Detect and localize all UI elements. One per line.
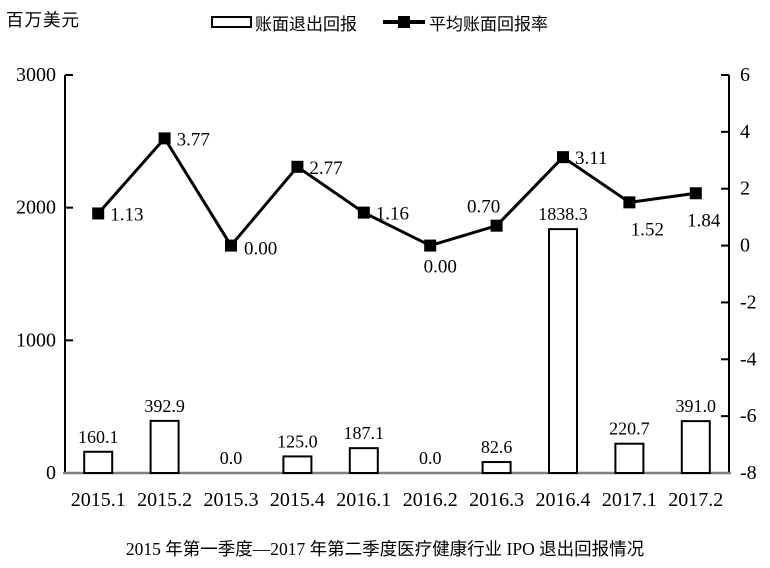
- x-axis-category-label: 2016.1: [336, 489, 391, 511]
- x-axis-category-label: 2016.3: [469, 489, 524, 511]
- right-axis-tick-label: -2: [740, 291, 757, 313]
- line-point-marker: [623, 196, 636, 209]
- bar-value-label: 187.1: [344, 423, 385, 443]
- left-axis-tick-label: 2000: [16, 197, 56, 219]
- bar: [149, 419, 180, 475]
- line-point-label: 2.77: [309, 158, 342, 179]
- line-point-label: 0.70: [467, 197, 500, 218]
- line-point-label: 0.00: [424, 257, 457, 278]
- line-point-marker: [291, 160, 304, 173]
- right-axis-tick-label: 4: [740, 121, 750, 143]
- line-point-marker: [225, 239, 237, 252]
- line-point-marker: [424, 239, 437, 252]
- line-point-marker: [158, 132, 171, 145]
- left-axis-tick-label: 0: [46, 462, 56, 484]
- x-axis-category-label: 2016.4: [536, 489, 591, 511]
- legend-item-line-series: 平均账面回报率: [383, 10, 548, 35]
- legend-item-bar-series: 账面退出回报: [211, 10, 357, 35]
- right-axis-tick-label: -8: [740, 462, 757, 484]
- bar: [481, 461, 512, 475]
- bar: [680, 420, 711, 474]
- line-point-marker: [490, 219, 503, 232]
- x-axis-category-label: 2015.3: [204, 489, 259, 511]
- legend-label-line-series: 平均账面回报率: [429, 14, 548, 34]
- line-point-label: 0.00: [244, 239, 277, 260]
- line-point-marker: [557, 151, 569, 164]
- x-axis-category-label: 2016.2: [403, 489, 458, 511]
- legend: 账面退出回报 平均账面回报率: [211, 10, 548, 35]
- x-axis-category-label: 2015.2: [137, 489, 192, 511]
- square-marker-icon: [398, 16, 410, 28]
- x-axis-category-label: 2015.1: [71, 489, 126, 511]
- right-axis-tick-label: -4: [740, 348, 757, 370]
- bar: [282, 455, 313, 474]
- right-axis-tick-label: 2: [740, 178, 750, 200]
- bar-value-label: 160.1: [78, 427, 119, 447]
- line-series-swatch-icon: [383, 16, 425, 28]
- right-axis-tick-label: 6: [740, 64, 750, 86]
- y-axis-unit-label: 百万美元: [6, 10, 80, 30]
- line-series: [97, 135, 697, 249]
- line-point-label: 1.16: [376, 204, 409, 225]
- line-point-label: 1.13: [110, 204, 143, 225]
- bar: [83, 450, 114, 475]
- bar-value-label: 1838.3: [538, 204, 588, 224]
- line-point-marker: [357, 206, 370, 219]
- bar-value-label: 391.0: [676, 396, 717, 416]
- bar-series-swatch-icon: [211, 16, 252, 28]
- left-axis-tick-label: 3000: [16, 64, 56, 86]
- right-axis-tick-label: -6: [740, 405, 757, 427]
- left-axis-tick-label: 1000: [16, 329, 56, 351]
- bar-value-label: 0.0: [419, 448, 442, 468]
- line-point-label: 3.77: [177, 129, 210, 150]
- legend-label-bar-series: 账面退出回报: [255, 14, 357, 34]
- x-axis-category-label: 2017.1: [602, 489, 657, 511]
- bar-value-label: 82.6: [481, 437, 513, 457]
- bar: [548, 228, 578, 474]
- line-point-label: 1.52: [631, 219, 664, 240]
- bar-value-label: 125.0: [277, 431, 318, 451]
- x-axis-category-label: 2015.4: [270, 489, 325, 511]
- x-axis-category-label: 2017.2: [668, 489, 723, 511]
- line-point-label: 3.11: [575, 148, 608, 169]
- line-point-marker: [689, 187, 702, 200]
- line-point-marker: [92, 207, 105, 220]
- chart-title: 2015 年第一季度—2017 年第二季度医疗健康行业 IPO 退出回报情况: [125, 539, 645, 559]
- right-axis-tick-label: 0: [740, 235, 750, 257]
- bar-value-label: 392.9: [144, 396, 185, 416]
- bar: [348, 447, 379, 475]
- bar: [614, 442, 645, 474]
- bar-value-label: 220.7: [609, 419, 650, 439]
- line-point-label: 1.84: [687, 210, 721, 231]
- bar-value-label: 0.0: [220, 448, 243, 468]
